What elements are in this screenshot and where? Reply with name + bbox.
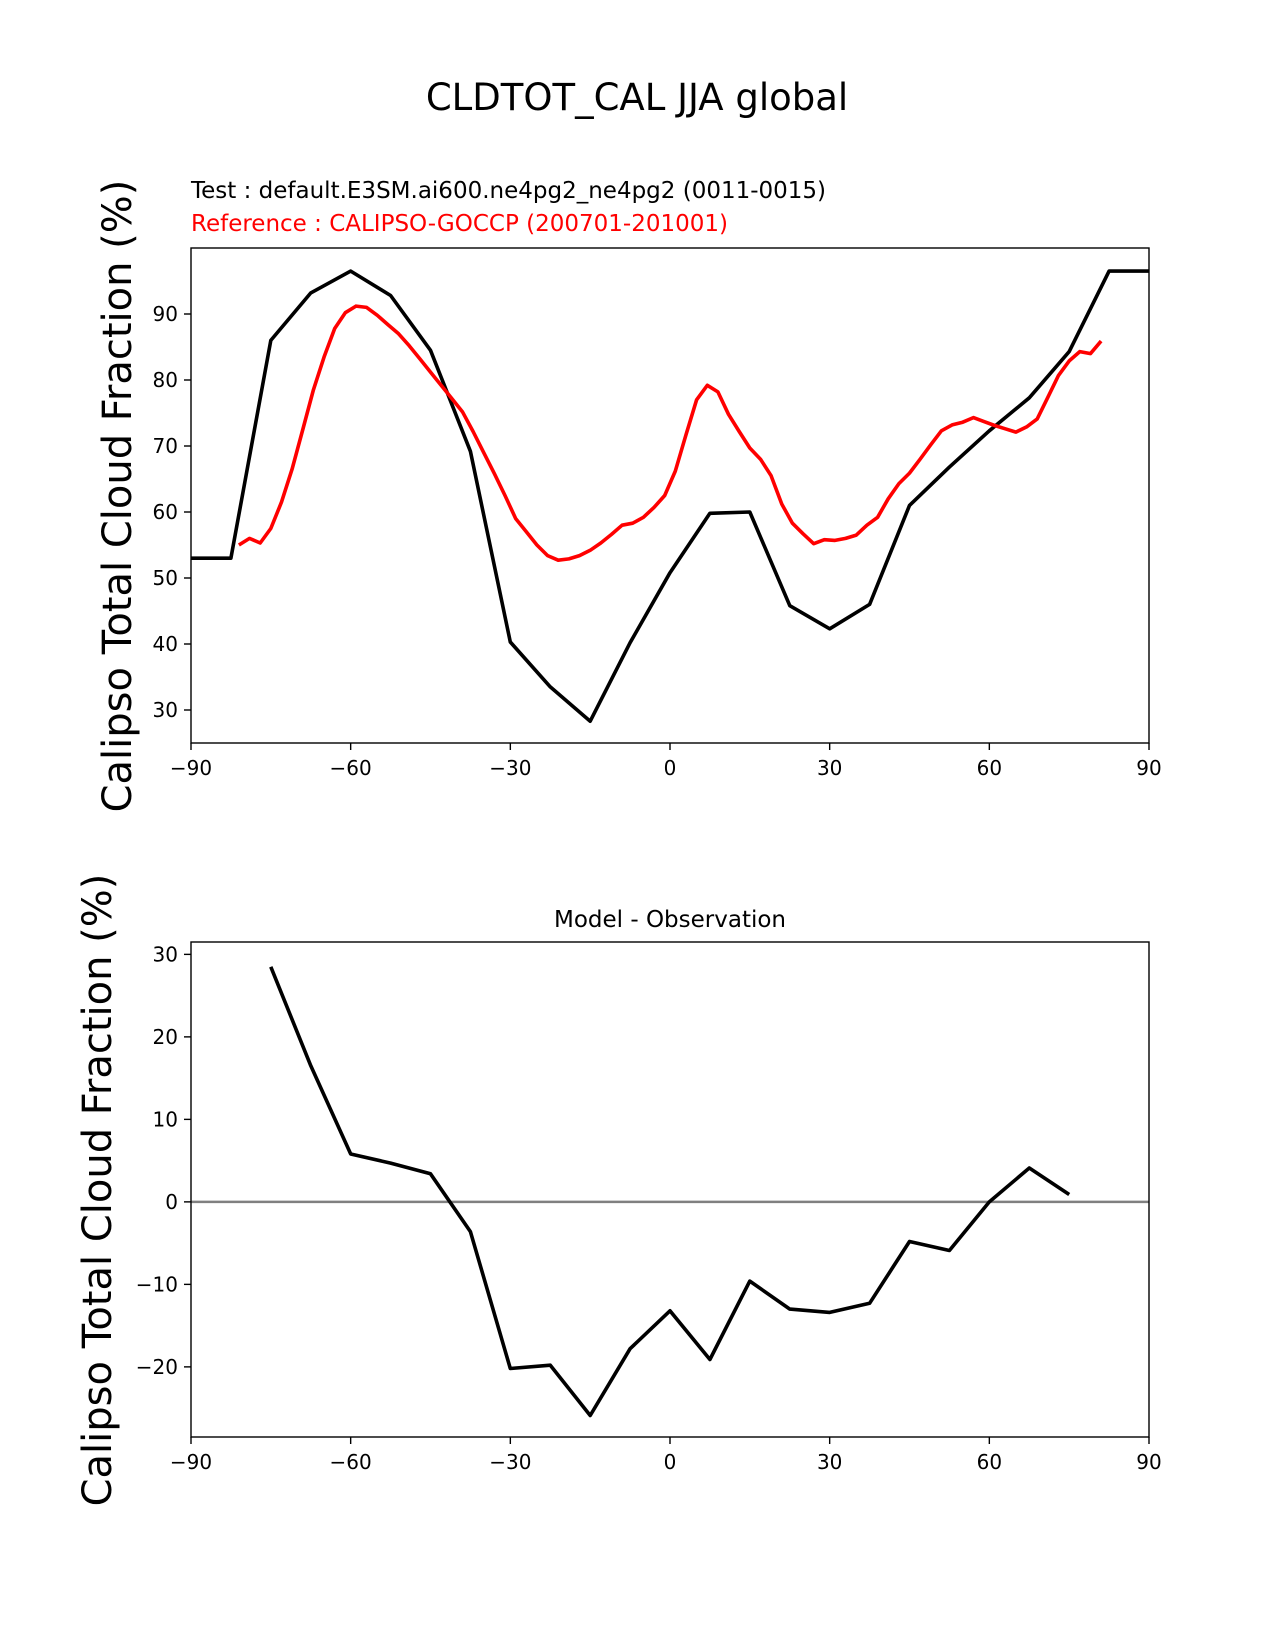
bottom-x-tick-label: 60 <box>977 1450 1002 1474</box>
test-series-line <box>191 269 1149 724</box>
top-y-tick-label: 90 <box>153 302 178 326</box>
test-label: Test : default.E3SM.ai600.ne4pg2_ne4pg2 … <box>190 178 826 204</box>
top-y-tick-label: 70 <box>153 434 178 458</box>
top-y-tick-label: 40 <box>153 632 178 656</box>
top-plot-frame <box>190 247 1150 744</box>
bottom-y-tick-label: −10 <box>136 1272 178 1296</box>
top-x-tick-label: 60 <box>977 756 1002 780</box>
top-x-tick-label: 0 <box>664 756 677 780</box>
y-axis-label-bottom: Calipso Total Cloud Fraction (%) <box>75 874 121 1507</box>
bottom-plot-frame <box>190 941 1150 1438</box>
bottom-x-tick-label: 90 <box>1136 1450 1161 1474</box>
top-x-tick-label: 90 <box>1136 756 1161 780</box>
bottom-series <box>191 966 1149 1418</box>
top-x-tick-label: −90 <box>170 756 212 780</box>
top-series <box>191 269 1149 724</box>
top-x-tick-label: −60 <box>330 756 372 780</box>
top-x-tick-label: −30 <box>489 756 531 780</box>
bottom-y-tick-label: 20 <box>153 1025 178 1049</box>
top-x-tick-label: 30 <box>817 756 842 780</box>
bottom-x-tick-label: −90 <box>170 1450 212 1474</box>
reference-label: Reference : CALIPSO-GOCCP (200701-201001… <box>191 211 728 237</box>
top-panel: Test : default.E3SM.ai600.ne4pg2_ne4pg2 … <box>95 178 1162 812</box>
top-y-tick-label: 30 <box>153 698 178 722</box>
bottom-x-tick-label: 0 <box>664 1450 677 1474</box>
bottom-ticks: −90 −60 −30 0 30 60 90 −20 −10 0 10 20 30 <box>136 942 1162 1474</box>
reference-series-line <box>237 304 1103 563</box>
bottom-y-tick-label: 10 <box>153 1107 178 1131</box>
top-y-tick-label: 80 <box>153 368 178 392</box>
bottom-x-tick-label: −30 <box>489 1450 531 1474</box>
bottom-y-tick-label: 0 <box>165 1190 178 1214</box>
top-y-tick-label: 50 <box>153 566 178 590</box>
bottom-panel-title: Model - Observation <box>554 907 786 933</box>
top-ticks: −90 −60 −30 0 30 60 90 30 40 50 60 70 80 90 <box>153 302 1162 780</box>
y-axis-label-top: Calipso Total Cloud Fraction (%) <box>95 180 141 813</box>
bottom-y-tick-label: −20 <box>136 1355 178 1379</box>
bottom-panel: Model - Observation Calipso Total Cloud … <box>75 874 1162 1507</box>
difference-series-line <box>269 966 1071 1418</box>
bottom-x-tick-label: −60 <box>330 1450 372 1474</box>
figure-title: CLDTOT_CAL JJA global <box>426 76 848 119</box>
top-y-tick-label: 60 <box>153 500 178 524</box>
bottom-x-tick-label: 30 <box>817 1450 842 1474</box>
bottom-y-tick-label: 30 <box>153 942 178 966</box>
